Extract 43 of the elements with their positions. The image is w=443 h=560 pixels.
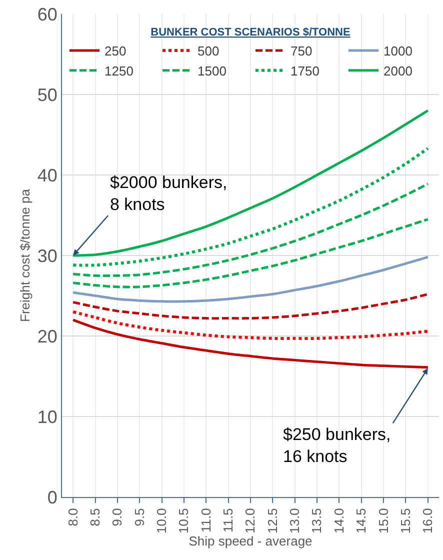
x-tick-label: 8.0 [65, 508, 80, 526]
y-tick-label: 0 [47, 487, 58, 508]
y-tick-label: 60 [37, 4, 58, 24]
annotation: $2000 bunkers, 8 knots [110, 173, 228, 214]
line-series [72, 109, 430, 257]
x-tick-label: 13.5 [309, 508, 324, 534]
x-tick-label: 12.5 [264, 508, 280, 534]
legend-label: 2000 [384, 63, 412, 78]
x-tick-label: 16.0 [420, 508, 436, 534]
x-tick-label: 14.5 [354, 508, 369, 534]
y-axis-title: Freight cost $/tonne pa [17, 188, 32, 322]
x-tick-label: 8.5 [87, 508, 102, 526]
y-tick-label: 20 [37, 326, 58, 346]
y-tick-label: 10 [37, 406, 58, 427]
x-tick-label: 12.0 [242, 508, 258, 534]
legend-label: 500 [198, 44, 220, 59]
line-series [72, 256, 430, 303]
annotation: $250 bunkers, 16 knots [283, 425, 391, 466]
legend-label: 750 [290, 44, 312, 59]
y-tick-label: 40 [37, 165, 58, 186]
legend-label: 1000 [384, 44, 412, 59]
legend-label: 250 [104, 44, 126, 59]
line-series [72, 310, 430, 340]
y-tick-label: 30 [37, 246, 58, 266]
legend-title: BUNKER COST SCENARIOS $/TONNE [150, 26, 350, 39]
line-series [72, 218, 430, 288]
x-tick-label: 13.0 [287, 508, 302, 534]
x-tick-label: 15.5 [398, 508, 413, 534]
x-tick-label: 14.0 [331, 508, 346, 534]
legend-label: 1250 [104, 63, 134, 78]
x-tick-label: 11.5 [220, 508, 236, 533]
x-tick-label: 10.5 [176, 508, 192, 534]
line-series [72, 292, 430, 320]
line-series [72, 146, 430, 267]
x-tick-label: 10.0 [154, 508, 170, 534]
legend-label: 1500 [198, 63, 226, 78]
x-tick-label: 9.5 [132, 508, 147, 526]
legend-label: 1750 [290, 63, 320, 78]
y-tick-label: 50 [37, 84, 58, 105]
x-tick-label: 9.0 [110, 508, 125, 526]
x-tick-label: 15.0 [376, 508, 391, 534]
x-tick-label: 11.0 [198, 508, 214, 533]
x-axis-title: Ship speed - average [188, 534, 312, 549]
